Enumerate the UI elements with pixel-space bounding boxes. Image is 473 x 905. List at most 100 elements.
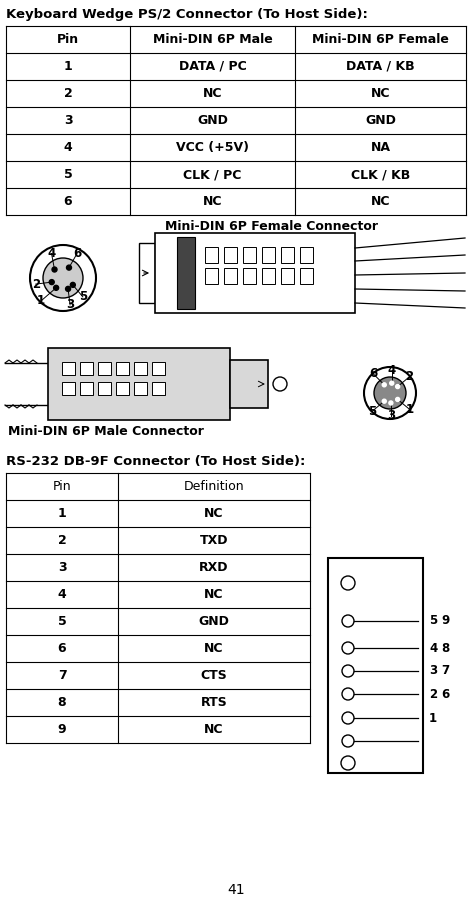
Text: 1: 1 (406, 403, 414, 416)
Text: VCC (+5V): VCC (+5V) (176, 141, 249, 154)
Text: 4: 4 (64, 141, 72, 154)
Circle shape (342, 688, 354, 700)
Text: 4: 4 (387, 364, 396, 376)
Circle shape (273, 377, 287, 391)
Bar (281, 268, 294, 284)
Bar (62, 362, 75, 375)
Circle shape (374, 377, 406, 409)
Circle shape (342, 615, 354, 627)
Bar (224, 268, 237, 284)
Bar (152, 362, 165, 375)
Text: 2: 2 (406, 370, 414, 383)
Text: NC: NC (371, 195, 390, 208)
Text: 9: 9 (441, 614, 449, 627)
Text: 41: 41 (228, 883, 245, 897)
Circle shape (342, 642, 354, 654)
Circle shape (53, 285, 59, 291)
Bar (62, 382, 75, 395)
Bar (205, 268, 218, 284)
Bar (80, 362, 93, 375)
Text: 3: 3 (66, 299, 74, 311)
Circle shape (342, 735, 354, 747)
Text: 1: 1 (37, 294, 45, 308)
Text: NC: NC (371, 87, 390, 100)
Text: RTS: RTS (201, 696, 228, 709)
Text: NC: NC (203, 87, 222, 100)
Circle shape (342, 665, 354, 677)
Bar (134, 382, 147, 395)
Text: 6: 6 (369, 367, 377, 380)
Bar (230, 360, 268, 408)
Bar (98, 382, 111, 395)
Text: NA: NA (370, 141, 391, 154)
Circle shape (341, 756, 355, 770)
Text: 9: 9 (58, 723, 66, 736)
Text: DATA / KB: DATA / KB (346, 60, 415, 73)
Bar (243, 247, 256, 263)
Text: 1: 1 (58, 507, 66, 520)
Circle shape (66, 286, 70, 291)
Text: 6: 6 (73, 247, 81, 260)
Text: 6: 6 (441, 688, 449, 700)
Bar (116, 362, 129, 375)
Text: 4: 4 (429, 642, 437, 654)
Text: 3: 3 (429, 664, 437, 678)
Text: 3: 3 (64, 114, 72, 127)
Circle shape (70, 282, 75, 288)
Bar (139, 243, 155, 303)
Circle shape (389, 401, 393, 405)
Bar (152, 382, 165, 395)
Circle shape (382, 383, 386, 386)
Text: 3: 3 (387, 409, 395, 423)
Circle shape (43, 258, 83, 298)
Text: NC: NC (204, 507, 224, 520)
Bar (224, 247, 237, 263)
Text: GND: GND (365, 114, 396, 127)
Bar (205, 247, 218, 263)
Text: 3: 3 (58, 561, 66, 574)
Text: 2: 2 (64, 87, 72, 100)
Bar (48, 348, 230, 420)
Text: Pin: Pin (53, 480, 71, 493)
Bar (116, 382, 129, 395)
Text: Mini-DIN 6P Female Connector: Mini-DIN 6P Female Connector (165, 220, 378, 233)
Text: Mini-DIN 6P Male: Mini-DIN 6P Male (153, 33, 272, 46)
Circle shape (395, 385, 400, 388)
Text: TXD: TXD (200, 534, 228, 547)
Text: 5: 5 (79, 291, 87, 303)
Bar (134, 362, 147, 375)
Text: 1: 1 (429, 711, 437, 725)
Text: CLK / KB: CLK / KB (351, 168, 410, 181)
Text: Definition: Definition (184, 480, 245, 493)
Text: NC: NC (204, 723, 224, 736)
Text: CTS: CTS (201, 669, 228, 682)
Bar (177, 237, 195, 309)
Text: 8: 8 (441, 642, 449, 654)
Circle shape (52, 267, 57, 272)
Bar (80, 382, 93, 395)
Text: RXD: RXD (199, 561, 229, 574)
Text: 2: 2 (58, 534, 66, 547)
Text: GND: GND (199, 615, 229, 628)
Bar (300, 247, 313, 263)
Text: Pin: Pin (57, 33, 79, 46)
Circle shape (342, 712, 354, 724)
Text: 8: 8 (58, 696, 66, 709)
Bar (98, 362, 111, 375)
Bar (328, 558, 423, 773)
Text: 5: 5 (429, 614, 437, 627)
Text: DATA / PC: DATA / PC (179, 60, 246, 73)
Circle shape (67, 265, 71, 270)
Bar (281, 247, 294, 263)
Text: 5: 5 (368, 405, 377, 418)
Text: 2: 2 (429, 688, 437, 700)
Bar (155, 233, 355, 313)
Text: CLK / PC: CLK / PC (184, 168, 242, 181)
Text: GND: GND (197, 114, 228, 127)
Text: NC: NC (203, 195, 222, 208)
Text: 6: 6 (58, 642, 66, 655)
Bar (243, 268, 256, 284)
Text: NC: NC (204, 642, 224, 655)
Circle shape (341, 576, 355, 590)
Text: 1: 1 (64, 60, 72, 73)
